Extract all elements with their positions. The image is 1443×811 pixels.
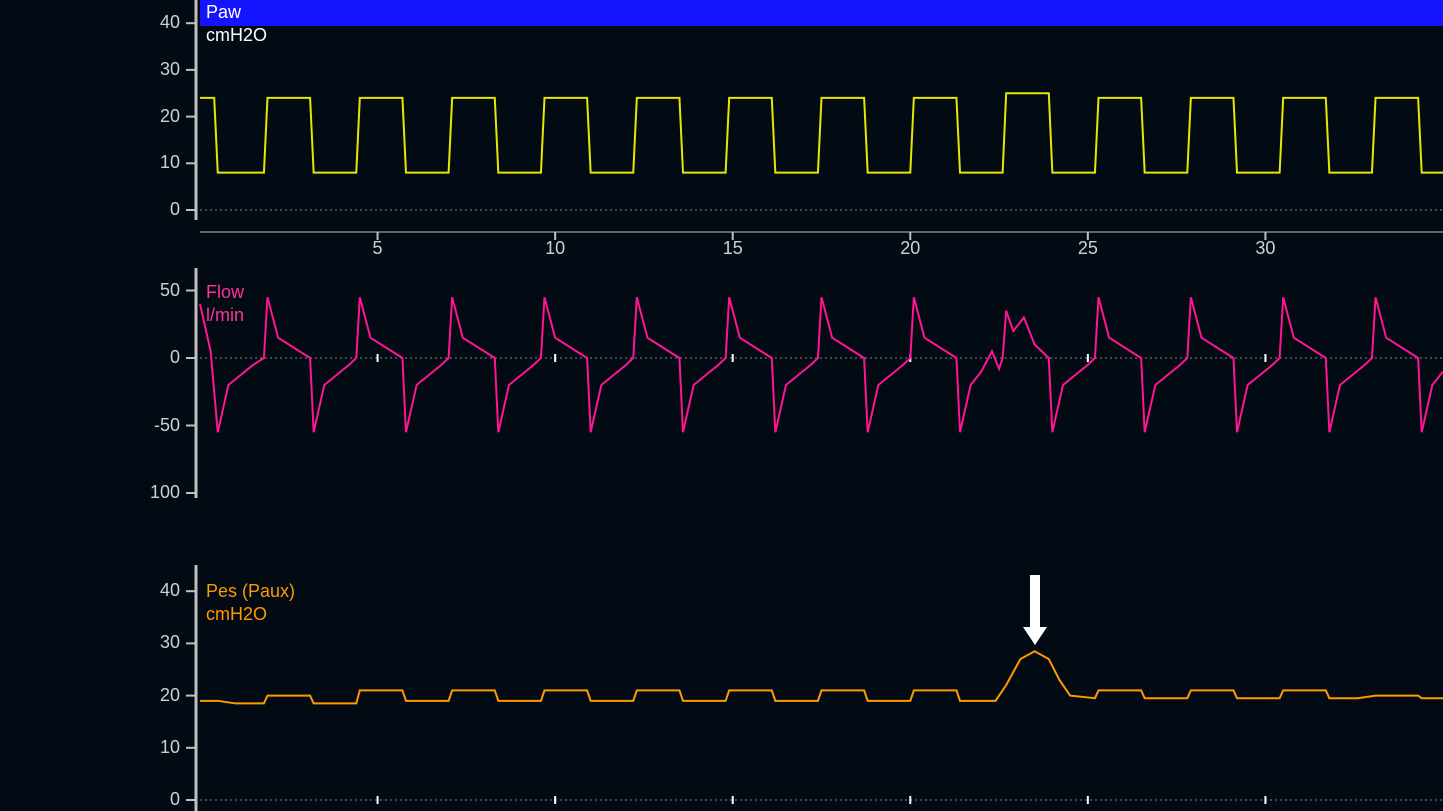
tick-label: 5 [358,238,398,259]
tick-label: 30 [1245,238,1285,259]
tick-label: 40 [130,12,180,33]
tick-label: 0 [130,789,180,810]
tick-label: 15 [713,238,753,259]
tick-label: 0 [130,347,180,368]
tick-label: 30 [130,59,180,80]
tick-label: 0 [130,199,180,220]
tick-label: 100 [130,482,180,503]
tick-label: 10 [130,737,180,758]
flow-title: Flowl/min [200,280,1443,306]
tick-label: 20 [130,685,180,706]
tick-label: 20 [130,106,180,127]
annotation-arrow [1005,575,1065,667]
tick-label: 10 [130,152,180,173]
tick-label: 50 [130,280,180,301]
paw-waveform [200,93,1443,172]
tick-label: 40 [130,580,180,601]
tick-label: 25 [1068,238,1108,259]
tick-label: 10 [535,238,575,259]
tick-label: -50 [130,415,180,436]
tick-label: 20 [890,238,930,259]
tick-label: 30 [130,632,180,653]
pes-waveform [200,651,1443,703]
pes-title: Pes (Paux)cmH2O [200,579,1443,605]
paw-title: PawcmH2O [200,0,1443,26]
